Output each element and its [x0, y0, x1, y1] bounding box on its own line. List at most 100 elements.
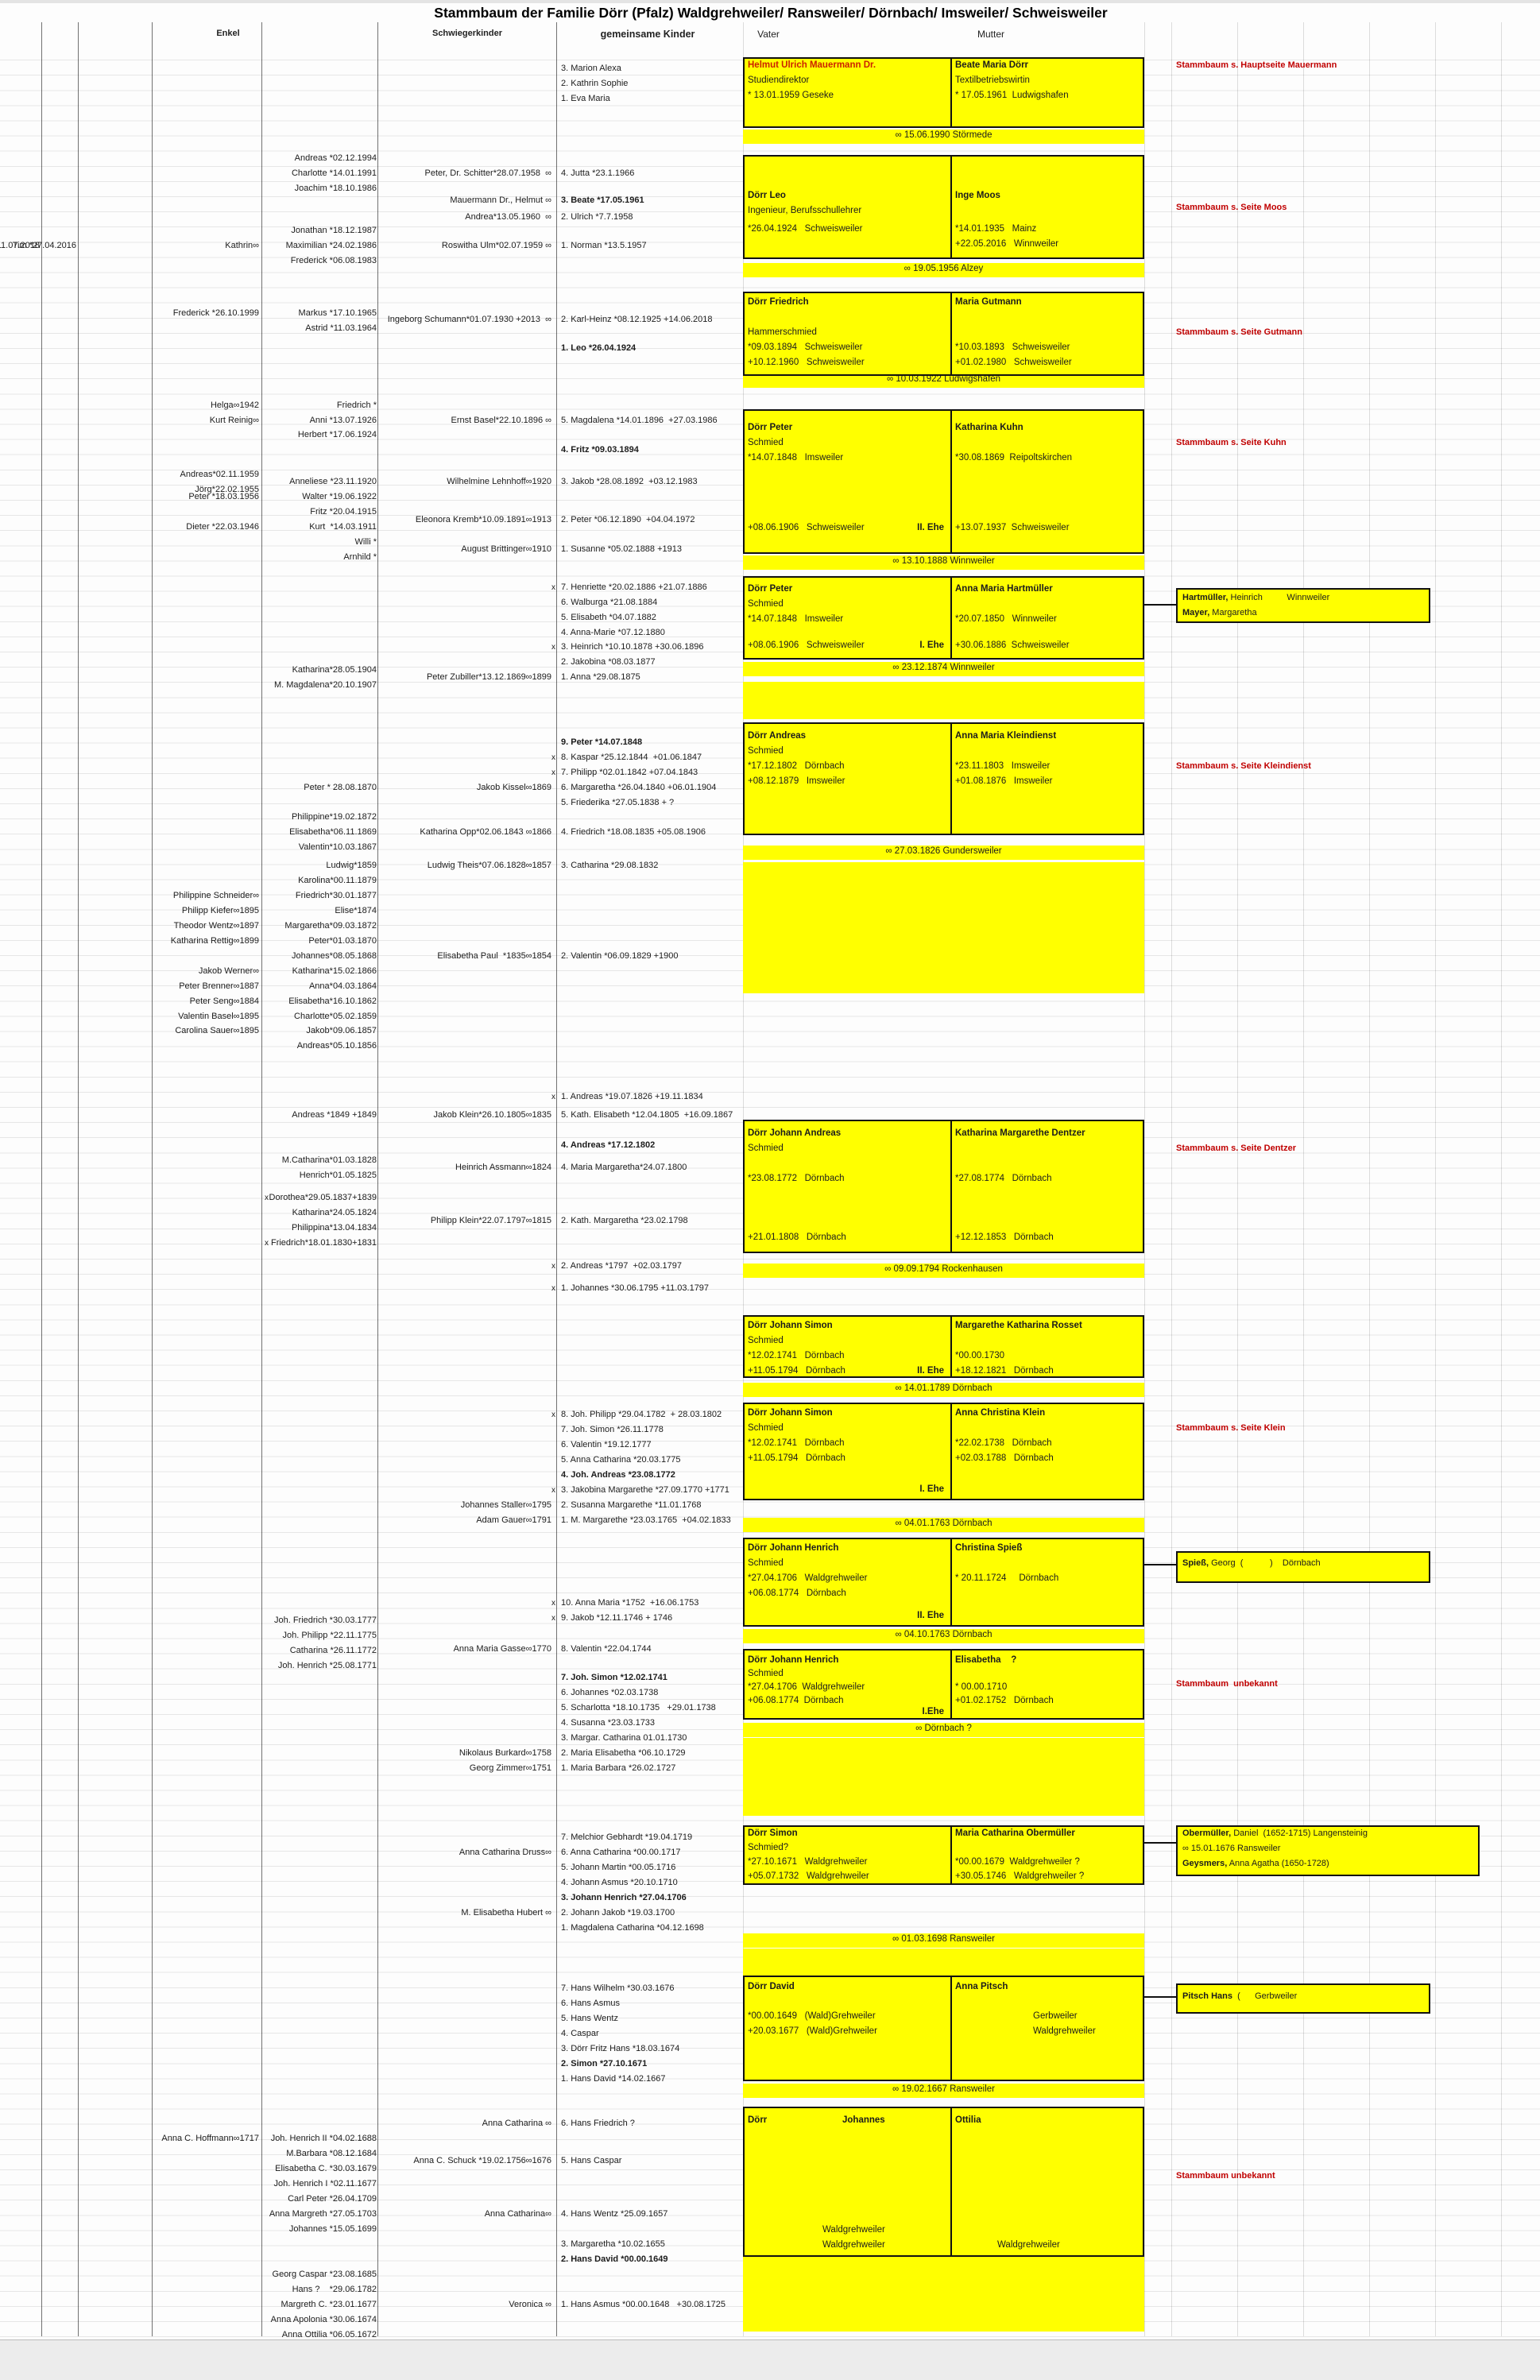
side-box-line[interactable]: ∞ 15.01.1676 Ransweiler [1182, 1844, 1280, 1854]
father-cell[interactable]: +05.07.1732 Waldgrehweiler [748, 1871, 869, 1881]
person-cell[interactable]: 3. Beate *17.05.1961 [561, 195, 644, 205]
mother-cell[interactable]: Beate Maria Dörr [955, 60, 1029, 70]
father-cell[interactable]: +21.01.1808 Dörnbach [748, 1233, 846, 1242]
marriage-date-cell[interactable]: ∞ 19.05.1956 Alzey [903, 264, 984, 273]
father-cell[interactable]: Dörr Andreas [748, 731, 807, 741]
person-cell[interactable]: 1. Leo *26.04.1924 [561, 343, 637, 353]
marriage-date-cell[interactable]: ∞ 01.03.1698 Ransweiler [892, 1934, 996, 1944]
person-cell[interactable]: Walter *19.06.1922 [302, 492, 377, 501]
person-cell[interactable]: 2. Karl-Heinz *08.12.1925 +14.06.2018 [561, 315, 713, 324]
person-cell[interactable]: 10. Anna Maria *1752 +16.06.1753 [561, 1598, 699, 1608]
mother-cell[interactable]: Textilbetriebswirtin [955, 75, 1030, 85]
father-cell[interactable]: Ingenieur, Berufsschullehrer [748, 206, 862, 215]
father-cell[interactable]: +11.05.1794 Dörnbach [748, 1366, 845, 1376]
person-cell[interactable]: Joh. Henrich II *04.02.1688 [270, 2134, 377, 2143]
person-cell[interactable]: Peter *18.03.1956 [188, 492, 259, 501]
stammbaum-note[interactable]: Stammbaum s. Seite Dentzer [1176, 1144, 1296, 1153]
person-cell[interactable]: Anna Maria Gasse∞1770 [453, 1644, 551, 1654]
person-cell[interactable]: 2. Peter *06.12.1890 +04.04.1972 [561, 515, 695, 524]
deceased-child-marker[interactable]: x [551, 1486, 555, 1495]
person-cell[interactable]: Peter, Dr. Schitter*28.07.1958 ∞ [424, 168, 552, 178]
person-cell[interactable]: 7. Joh. Simon *12.02.1741 [561, 1673, 667, 1682]
person-cell[interactable]: 5. Magdalena *14.01.1896 +27.03.1986 [561, 416, 718, 425]
father-cell[interactable]: +20.03.1677 (Wald)Grehweiler [748, 2026, 877, 2036]
father-cell[interactable]: Waldgrehweiler [822, 2240, 885, 2250]
father-cell[interactable]: *17.12.1802 Dörnbach [748, 761, 845, 771]
person-cell[interactable]: 5. Kath. Elisabeth *12.04.1805 +16.09.18… [561, 1110, 733, 1120]
mother-cell[interactable]: *00.00.1730 [955, 1351, 1005, 1360]
marriage-date-cell[interactable]: ∞ 27.03.1826 Gundersweiler [885, 846, 1002, 856]
person-cell[interactable]: Joachim *18.10.1986 [294, 184, 377, 193]
father-cell[interactable]: Dörr Johann Andreas [748, 1128, 842, 1138]
person-cell[interactable]: Eleonora Kremb*10.09.1891∞1913 [415, 515, 551, 524]
father-cell[interactable]: Schmied [748, 438, 784, 447]
side-box-line[interactable]: Hartmüller, Heinrich Winnweiler [1182, 593, 1329, 603]
father-cell[interactable]: Dörr Johann Simon [748, 1321, 833, 1330]
stammbaum-note[interactable]: Stammbaum s. Seite Gutmann [1176, 327, 1302, 337]
father-cell[interactable]: Helmut Ulrich Mauermann Dr. [748, 60, 876, 70]
person-cell[interactable]: 1. Andreas *19.07.1826 +19.11.1834 [561, 1092, 703, 1101]
person-cell[interactable]: 8. Kaspar *25.12.1844 +01.06.1847 [561, 753, 702, 762]
person-cell[interactable]: 4. Friedrich *18.08.1835 +05.08.1906 [561, 827, 706, 837]
person-cell[interactable]: 5. Hans Wentz [561, 2014, 618, 2023]
mother-cell[interactable]: * 20.11.1724 Dörnbach [955, 1573, 1059, 1583]
father-cell[interactable]: Schmied [748, 1336, 784, 1345]
person-cell[interactable]: 4. Anna-Marie *07.12.1880 [561, 628, 665, 637]
person-cell[interactable]: 2. Hans David *00.00.1649 [561, 2254, 668, 2264]
person-cell[interactable]: Tim *27.04.2016 [12, 241, 76, 250]
person-cell[interactable]: 3. Johann Henrich *27.04.1706 [561, 1893, 687, 1902]
person-cell[interactable]: 2. Valentin *06.09.1829 +1900 [561, 951, 679, 961]
person-cell[interactable]: Helga∞1942 [210, 401, 259, 410]
person-cell[interactable]: Astrid *11.03.1964 [305, 323, 377, 333]
marriage-date-cell[interactable]: ∞ 09.09.1794 Rockenhausen [884, 1264, 1003, 1274]
person-cell[interactable]: Markus *17.10.1965 [298, 308, 377, 318]
person-cell[interactable]: Ludwig Theis*07.06.1828∞1857 [427, 861, 551, 870]
mother-cell[interactable]: +12.12.1853 Dörnbach [955, 1233, 1054, 1242]
person-cell[interactable]: 8. Joh. Philipp *29.04.1782 + 28.03.1802 [561, 1410, 722, 1419]
person-cell[interactable]: Katharina*28.05.1904 [292, 665, 377, 675]
person-cell[interactable]: 8. Valentin *22.04.1744 [561, 1644, 652, 1654]
person-cell[interactable]: 4. Andreas *17.12.1802 [561, 1140, 656, 1150]
side-box-line[interactable]: Spieß, Georg ( ) Dörnbach [1182, 1558, 1321, 1569]
father-cell[interactable]: *23.08.1772 Dörnbach [748, 1174, 845, 1183]
father-cell[interactable]: Schmied [748, 1144, 784, 1153]
person-cell[interactable]: 2. Ulrich *7.7.1958 [561, 212, 633, 222]
person-cell[interactable]: 6. Hans Friedrich ? [561, 2119, 635, 2128]
mother-cell[interactable]: Ottilia [955, 2115, 981, 2125]
person-cell[interactable]: 1. Susanne *05.02.1888 +1913 [561, 544, 682, 554]
mother-cell[interactable]: Christina Spieß [955, 1543, 1023, 1553]
mother-cell[interactable]: Maria Catharina Obermüller [955, 1829, 1075, 1838]
person-cell[interactable]: Valentin*10.03.1867 [298, 842, 377, 852]
deceased-child-marker[interactable]: x [551, 643, 555, 652]
person-cell[interactable]: Anna Catharina Druss∞ [459, 1848, 551, 1857]
person-cell[interactable]: Catharina *26.11.1772 [289, 1646, 377, 1655]
person-cell[interactable]: Philippina*13.04.1834 [291, 1223, 377, 1233]
person-cell[interactable]: Elisabetha Paul *1835∞1854 [437, 951, 551, 961]
person-cell[interactable]: 7. Hans Wilhelm *30.03.1676 [561, 1983, 675, 1993]
person-cell[interactable]: Jakob Kissel∞1869 [476, 783, 551, 792]
person-cell[interactable]: M. Magdalena*20.10.1907 [273, 680, 377, 690]
father-cell[interactable]: Dörr [748, 2115, 768, 2125]
mother-cell[interactable]: +01.02.1752 Dörnbach [955, 1696, 1054, 1705]
person-cell[interactable]: 2. Kath. Margaretha *23.02.1798 [561, 1216, 688, 1225]
stammbaum-note[interactable]: Stammbaum unbekannt [1176, 1679, 1278, 1689]
person-cell[interactable]: Anna Catharina∞ [484, 2209, 551, 2219]
father-cell[interactable]: *09.03.1894 Schweisweiler [748, 342, 863, 352]
person-cell[interactable]: 4. Jutta *23.1.1966 [561, 168, 635, 178]
person-cell[interactable]: 1. Hans David *14.02.1667 [561, 2074, 666, 2084]
person-cell[interactable]: Kathrin∞ [225, 241, 259, 250]
mother-cell[interactable]: *20.07.1850 Winnweiler [955, 614, 1057, 624]
father-cell[interactable]: Schmied [748, 1669, 784, 1678]
person-cell[interactable]: Jakob Werner∞ [198, 966, 259, 976]
father-cell[interactable]: Dörr Simon [748, 1829, 798, 1838]
person-cell[interactable]: Wilhelmine Lehnhoff∞1920 [447, 477, 551, 486]
person-cell[interactable]: Roswitha Ulm*02.07.1959 ∞ [441, 241, 551, 250]
father-cell[interactable]: *00.00.1649 (Wald)Grehweiler [748, 2011, 876, 2021]
person-cell[interactable]: Peter * 28.08.1870 [304, 783, 377, 792]
deceased-child-marker[interactable]: x [551, 1284, 555, 1293]
person-cell[interactable]: Veronica ∞ [509, 2300, 551, 2309]
person-cell[interactable]: Carl Peter *26.04.1709 [288, 2194, 377, 2204]
person-cell[interactable]: Lina *11.07.2018 [0, 241, 40, 250]
person-cell[interactable]: Philipp Klein*22.07.1797∞1815 [430, 1216, 551, 1225]
person-cell[interactable]: Friedrich * [336, 401, 377, 410]
